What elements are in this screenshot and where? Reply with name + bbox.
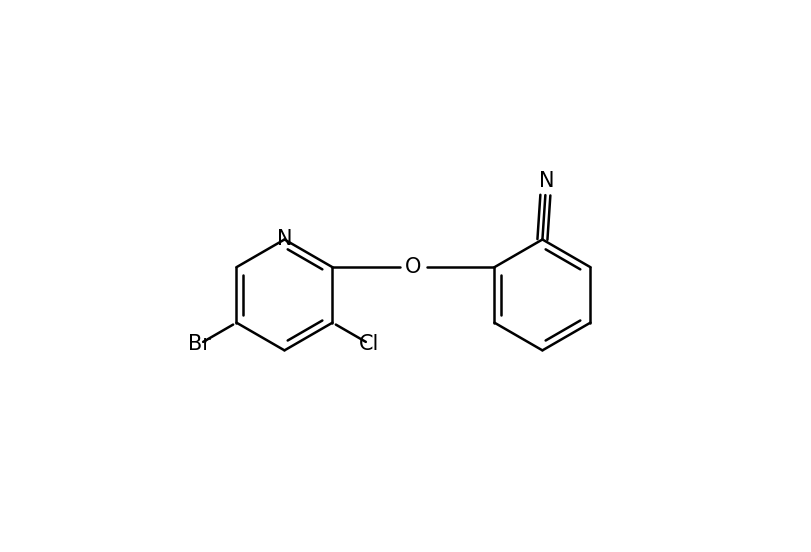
Text: N: N (538, 171, 553, 192)
Text: Br: Br (188, 334, 211, 354)
Text: O: O (405, 257, 421, 277)
Text: N: N (277, 230, 292, 250)
Text: Cl: Cl (358, 334, 379, 354)
